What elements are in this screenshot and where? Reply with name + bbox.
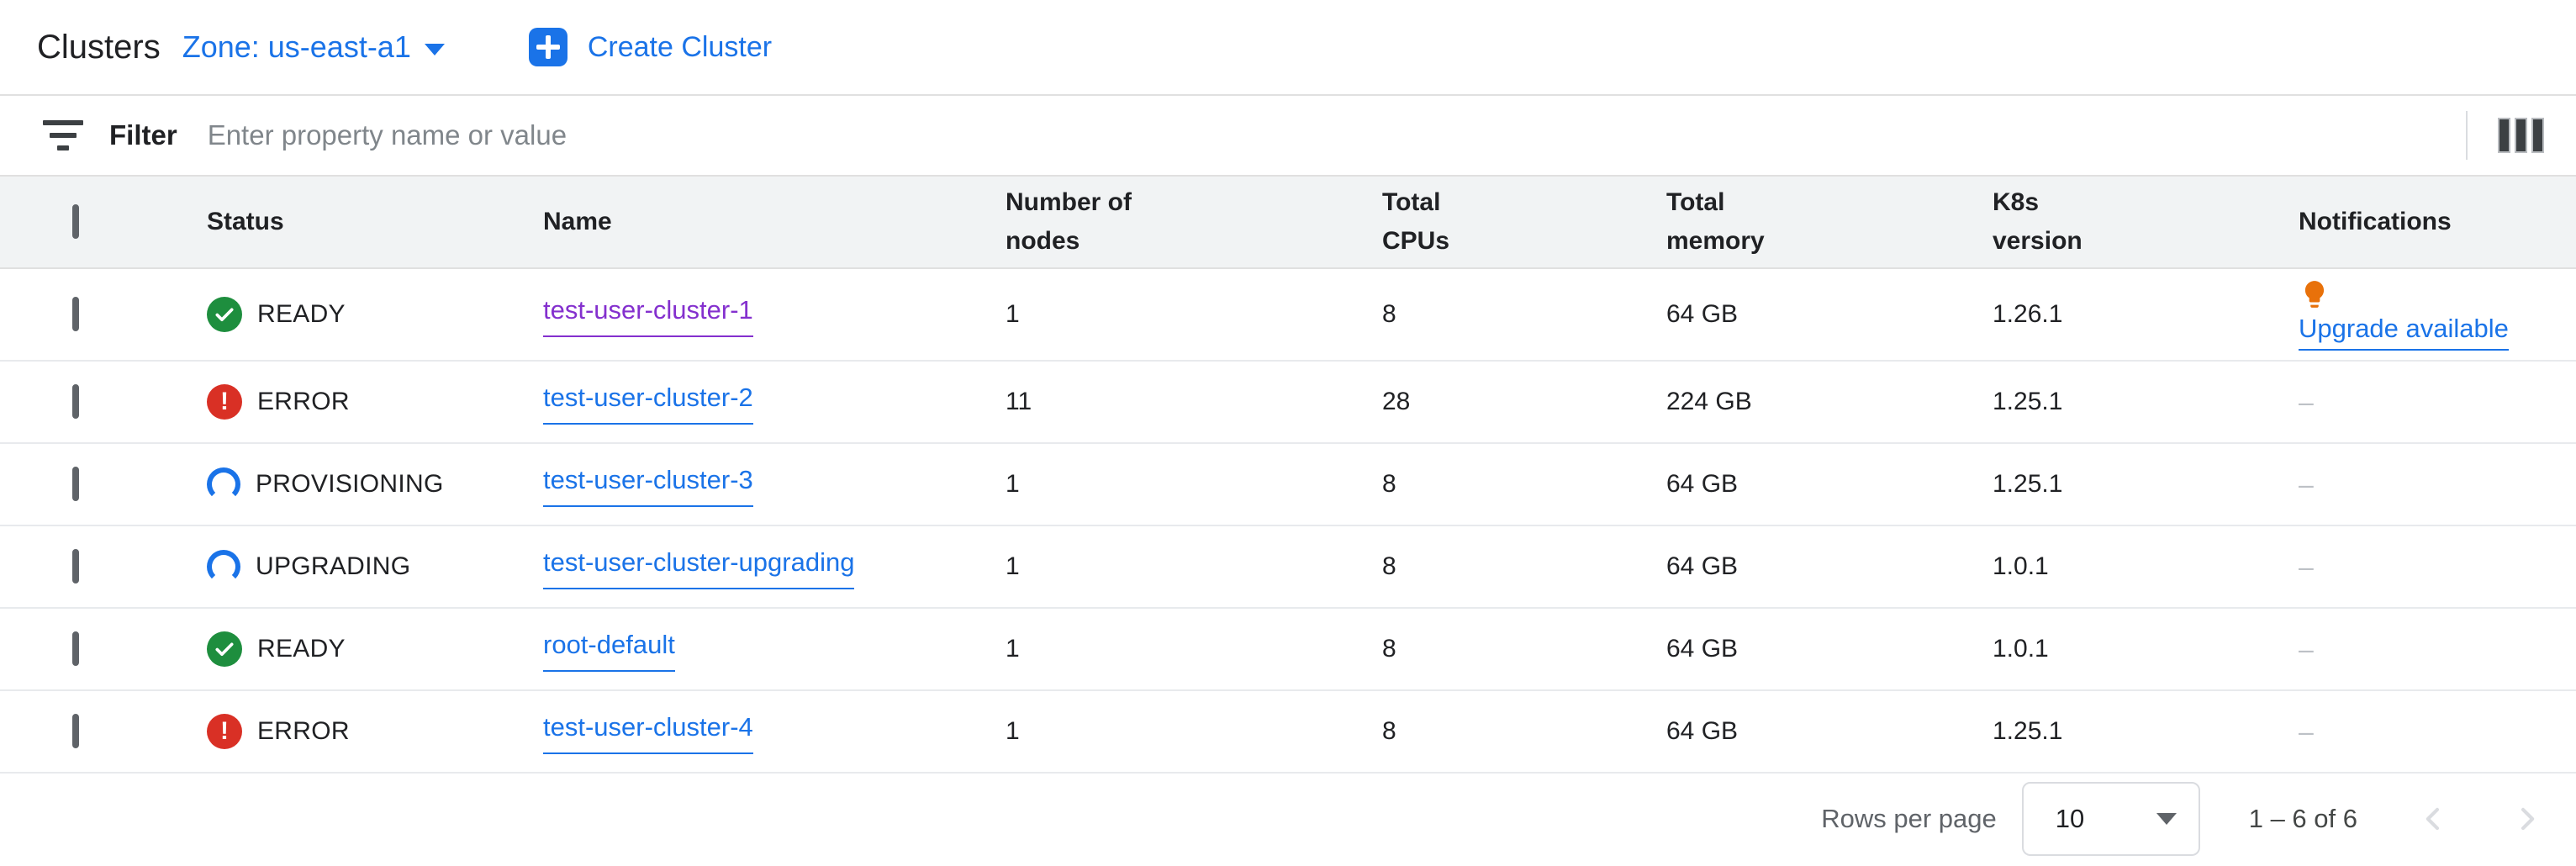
cluster-name-link[interactable]: test-user-cluster-4: [543, 709, 753, 754]
table-row: READY test-user-cluster-1 1 8 64 GB 1.26…: [0, 269, 2576, 362]
column-header-cpus: Total CPUs: [1382, 187, 1450, 256]
caret-down-icon: [424, 44, 445, 55]
plus-icon: [528, 28, 567, 66]
memory-value: 64 GB: [1666, 635, 1739, 663]
cpus-value: 8: [1382, 300, 1396, 328]
check-circle-icon: [207, 297, 242, 332]
page-title: Clusters: [37, 28, 161, 66]
caret-down-icon: [2156, 813, 2177, 825]
chevron-right-icon[interactable]: [2510, 803, 2542, 835]
lightbulb-icon: [2304, 281, 2325, 308]
cpus-value: 8: [1382, 717, 1396, 745]
table-row: READY root-default 1 8 64 GB 1.0.1 –: [0, 609, 2576, 691]
cpus-value: 8: [1382, 552, 1396, 580]
page-size-select[interactable]: 10: [2021, 782, 2200, 856]
row-checkbox[interactable]: [72, 631, 79, 666]
no-notification-dash: –: [2299, 468, 2314, 499]
cluster-name-link[interactable]: test-user-cluster-upgrading: [543, 544, 855, 589]
nodes-value: 1: [1006, 635, 1020, 663]
cpus-value: 8: [1382, 635, 1396, 663]
column-header-name: Name: [543, 207, 612, 235]
memory-value: 64 GB: [1666, 470, 1739, 498]
status-badge: UPGRADING: [256, 552, 411, 580]
cluster-name-link[interactable]: test-user-cluster-2: [543, 379, 753, 425]
vertical-divider: [2466, 111, 2468, 160]
error-circle-icon: !: [207, 384, 242, 420]
column-header-memory: Total memory: [1666, 187, 1765, 256]
row-checkbox[interactable]: [72, 549, 79, 583]
k8s-version-value: 1.0.1: [1993, 552, 2049, 580]
k8s-version-value: 1.25.1: [1993, 717, 2063, 745]
table-row: ! ERROR test-user-cluster-2 11 28 224 GB…: [0, 362, 2576, 444]
nodes-value: 1: [1006, 300, 1020, 328]
memory-value: 224 GB: [1666, 388, 1752, 415]
row-checkbox[interactable]: [72, 467, 79, 501]
filter-bar: Filter: [0, 96, 2576, 177]
progress-arc-icon: [207, 467, 240, 501]
create-cluster-label: Create Cluster: [587, 30, 773, 63]
k8s-version-value: 1.26.1: [1993, 300, 2063, 328]
nodes-value: 1: [1006, 552, 1020, 580]
zone-selector-label: Zone: us-east-a1: [182, 29, 411, 64]
k8s-version-value: 1.25.1: [1993, 470, 2063, 498]
k8s-version-value: 1.0.1: [1993, 635, 2049, 663]
memory-value: 64 GB: [1666, 552, 1739, 580]
page-header: Clusters Zone: us-east-a1 Create Cluster: [0, 0, 2576, 96]
status-badge: ERROR: [257, 388, 350, 415]
no-notification-dash: –: [2299, 633, 2314, 664]
filter-list-icon: [42, 120, 84, 150]
check-circle-icon: [207, 631, 242, 667]
k8s-version-value: 1.25.1: [1993, 388, 2063, 415]
cluster-name-link[interactable]: root-default: [543, 626, 675, 672]
no-notification-dash: –: [2299, 551, 2314, 582]
filter-label: Filter: [109, 119, 177, 150]
table-row: UPGRADING test-user-cluster-upgrading 1 …: [0, 526, 2576, 609]
upgrade-available-link[interactable]: Upgrade available: [2299, 314, 2509, 351]
chevron-left-icon[interactable]: [2418, 803, 2450, 835]
table-header-row: Status Name Number of nodes Total CPUs T…: [0, 177, 2576, 269]
status-badge: PROVISIONING: [256, 470, 444, 498]
cpus-value: 8: [1382, 470, 1396, 498]
zone-selector[interactable]: Zone: us-east-a1: [182, 29, 445, 65]
pagination-bar: Rows per page 10 1 – 6 of 6: [0, 774, 2576, 864]
cpus-value: 28: [1382, 388, 1411, 415]
row-checkbox[interactable]: [72, 297, 79, 331]
nodes-value: 1: [1006, 470, 1020, 498]
rows-per-page-label: Rows per page: [1821, 804, 1997, 833]
column-header-k8s: K8s version: [1993, 187, 2082, 256]
memory-value: 64 GB: [1666, 300, 1739, 328]
table-row: ! ERROR test-user-cluster-4 1 8 64 GB 1.…: [0, 691, 2576, 774]
status-badge: READY: [257, 300, 346, 328]
column-header-notifications: Notifications: [2299, 207, 2452, 235]
page-size-value: 10: [2055, 804, 2085, 833]
status-badge: ERROR: [257, 717, 350, 745]
row-checkbox[interactable]: [72, 384, 79, 419]
pagination-range: 1 – 6 of 6: [2248, 804, 2357, 833]
table-row: PROVISIONING test-user-cluster-3 1 8 64 …: [0, 444, 2576, 526]
column-header-status: Status: [207, 207, 284, 235]
create-cluster-button[interactable]: Create Cluster: [528, 28, 773, 66]
no-notification-dash: –: [2299, 386, 2314, 417]
cluster-name-link[interactable]: test-user-cluster-3: [543, 462, 753, 507]
status-badge: READY: [257, 635, 346, 663]
row-checkbox[interactable]: [72, 714, 79, 748]
nodes-value: 1: [1006, 717, 1020, 745]
cluster-name-link[interactable]: test-user-cluster-1: [543, 292, 753, 337]
progress-arc-icon: [207, 550, 240, 583]
column-header-nodes: Number of nodes: [1006, 187, 1132, 256]
no-notification-dash: –: [2299, 716, 2314, 747]
nodes-value: 11: [1006, 388, 1032, 415]
select-all-checkbox[interactable]: [72, 203, 79, 239]
memory-value: 64 GB: [1666, 717, 1739, 745]
view-columns-icon[interactable]: [2498, 118, 2544, 153]
error-circle-icon: !: [207, 714, 242, 749]
filter-input[interactable]: [207, 119, 2449, 151]
